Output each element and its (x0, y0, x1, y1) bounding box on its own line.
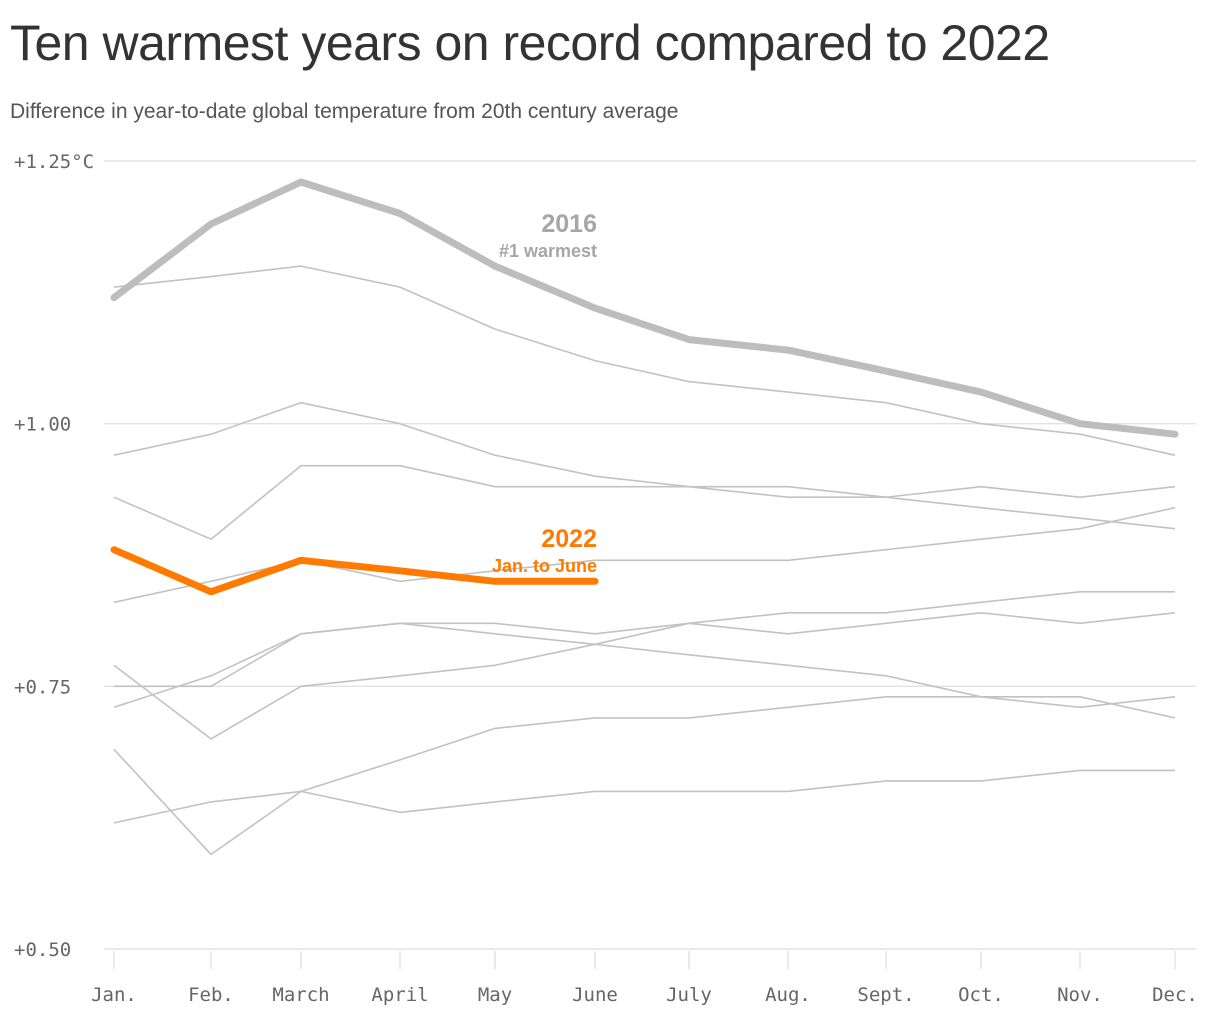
x-tick-label: April (371, 984, 428, 1006)
gridlines: +1.25°C +1.00 +0.75 +0.50 (8, 145, 1196, 961)
x-tick-label: Feb. (188, 984, 234, 1006)
series-line-background (113, 590, 1175, 740)
y-tick-label: +1.00 (14, 414, 71, 436)
x-tick-label: June (572, 984, 618, 1006)
series-line-background (114, 611, 1176, 688)
annotation-title-2016: 2016 (541, 210, 597, 238)
highlight-series (110, 178, 1179, 596)
x-tick-label: Jan. (91, 984, 137, 1006)
y-tick-label: +1.25°C (14, 151, 94, 173)
x-tick-label: Oct. (958, 984, 1004, 1006)
x-tick-label: March (272, 984, 329, 1006)
series-line-background (113, 506, 1176, 604)
annotation-title-2022: 2022 (541, 525, 597, 553)
series-line-background (113, 464, 1176, 541)
x-axis: Jan. Feb. March April May June July Aug. Sept. Oc… (91, 951, 1198, 1006)
x-tick-label: Dec. (1152, 984, 1198, 1006)
x-tick-label: Sept. (857, 984, 914, 1006)
series-line-background (113, 769, 1175, 824)
y-tick-label: +0.75 (14, 676, 71, 698)
background-series (113, 265, 1176, 856)
chart-title: Ten warmest years on record compared to … (10, 15, 1050, 71)
y-tick-label: +0.50 (14, 939, 71, 961)
series-line-2016 (110, 178, 1179, 438)
x-tick-label: Aug. (765, 984, 811, 1006)
series-line-background (113, 265, 1176, 456)
y-tick-label-bg (8, 145, 101, 175)
chart-subtitle: Difference in year-to-date global temper… (10, 100, 679, 123)
series-line-2022 (110, 546, 599, 596)
x-tick-label: July (666, 984, 712, 1006)
series-line-background (113, 695, 1176, 856)
series-line-background (113, 622, 1176, 709)
annotations: 2016 #1 warmest 2022 Jan. to June (492, 210, 597, 576)
x-tick-label: Nov. (1057, 984, 1103, 1006)
annotation-subtitle-2016: #1 warmest (499, 241, 597, 261)
x-tick-label: May (478, 984, 512, 1006)
series-line-background (113, 401, 1176, 530)
annotation-subtitle-2022: Jan. to June (492, 556, 597, 576)
